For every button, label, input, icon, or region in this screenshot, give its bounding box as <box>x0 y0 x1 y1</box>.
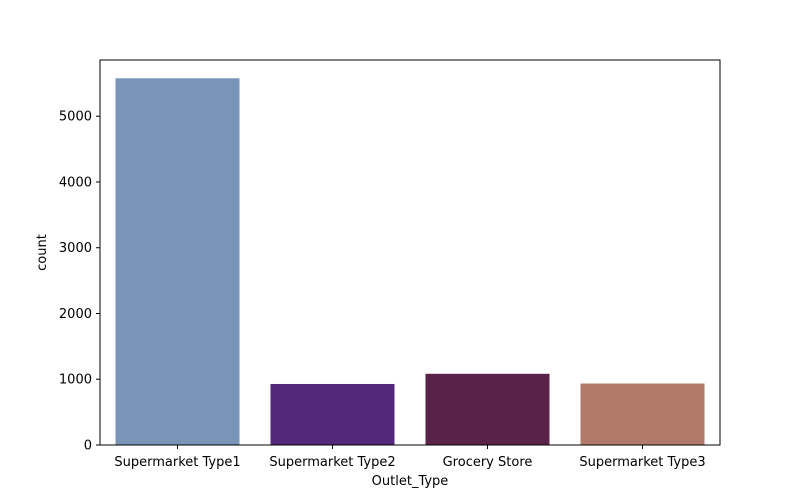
y-tick-label: 5000 <box>59 110 92 125</box>
y-tick-label: 0 <box>84 439 92 454</box>
x-tick-label: Supermarket Type2 <box>269 455 395 470</box>
x-axis-label: Outlet_Type <box>372 474 449 489</box>
y-tick-label: 4000 <box>59 175 92 190</box>
plot-frame <box>99 59 721 446</box>
x-axis: Supermarket Type1 Supermarket Type2 Grocer… <box>114 445 706 470</box>
y-axis-label: count <box>35 234 50 271</box>
x-tick-label: Supermarket Type1 <box>114 455 240 470</box>
x-tick-label: Grocery Store <box>443 455 533 470</box>
bar-2 <box>425 373 550 445</box>
bar-1 <box>270 383 395 445</box>
bar-3 <box>580 383 705 445</box>
y-axis: 0 1000 2000 3000 4000 5000 <box>59 110 100 454</box>
y-tick-label: 3000 <box>59 241 92 256</box>
bar-0 <box>115 78 240 445</box>
bars-group <box>115 78 705 445</box>
x-tick-label: Supermarket Type3 <box>579 455 705 470</box>
y-tick-label: 1000 <box>59 373 92 388</box>
y-tick-label: 2000 <box>59 307 92 322</box>
